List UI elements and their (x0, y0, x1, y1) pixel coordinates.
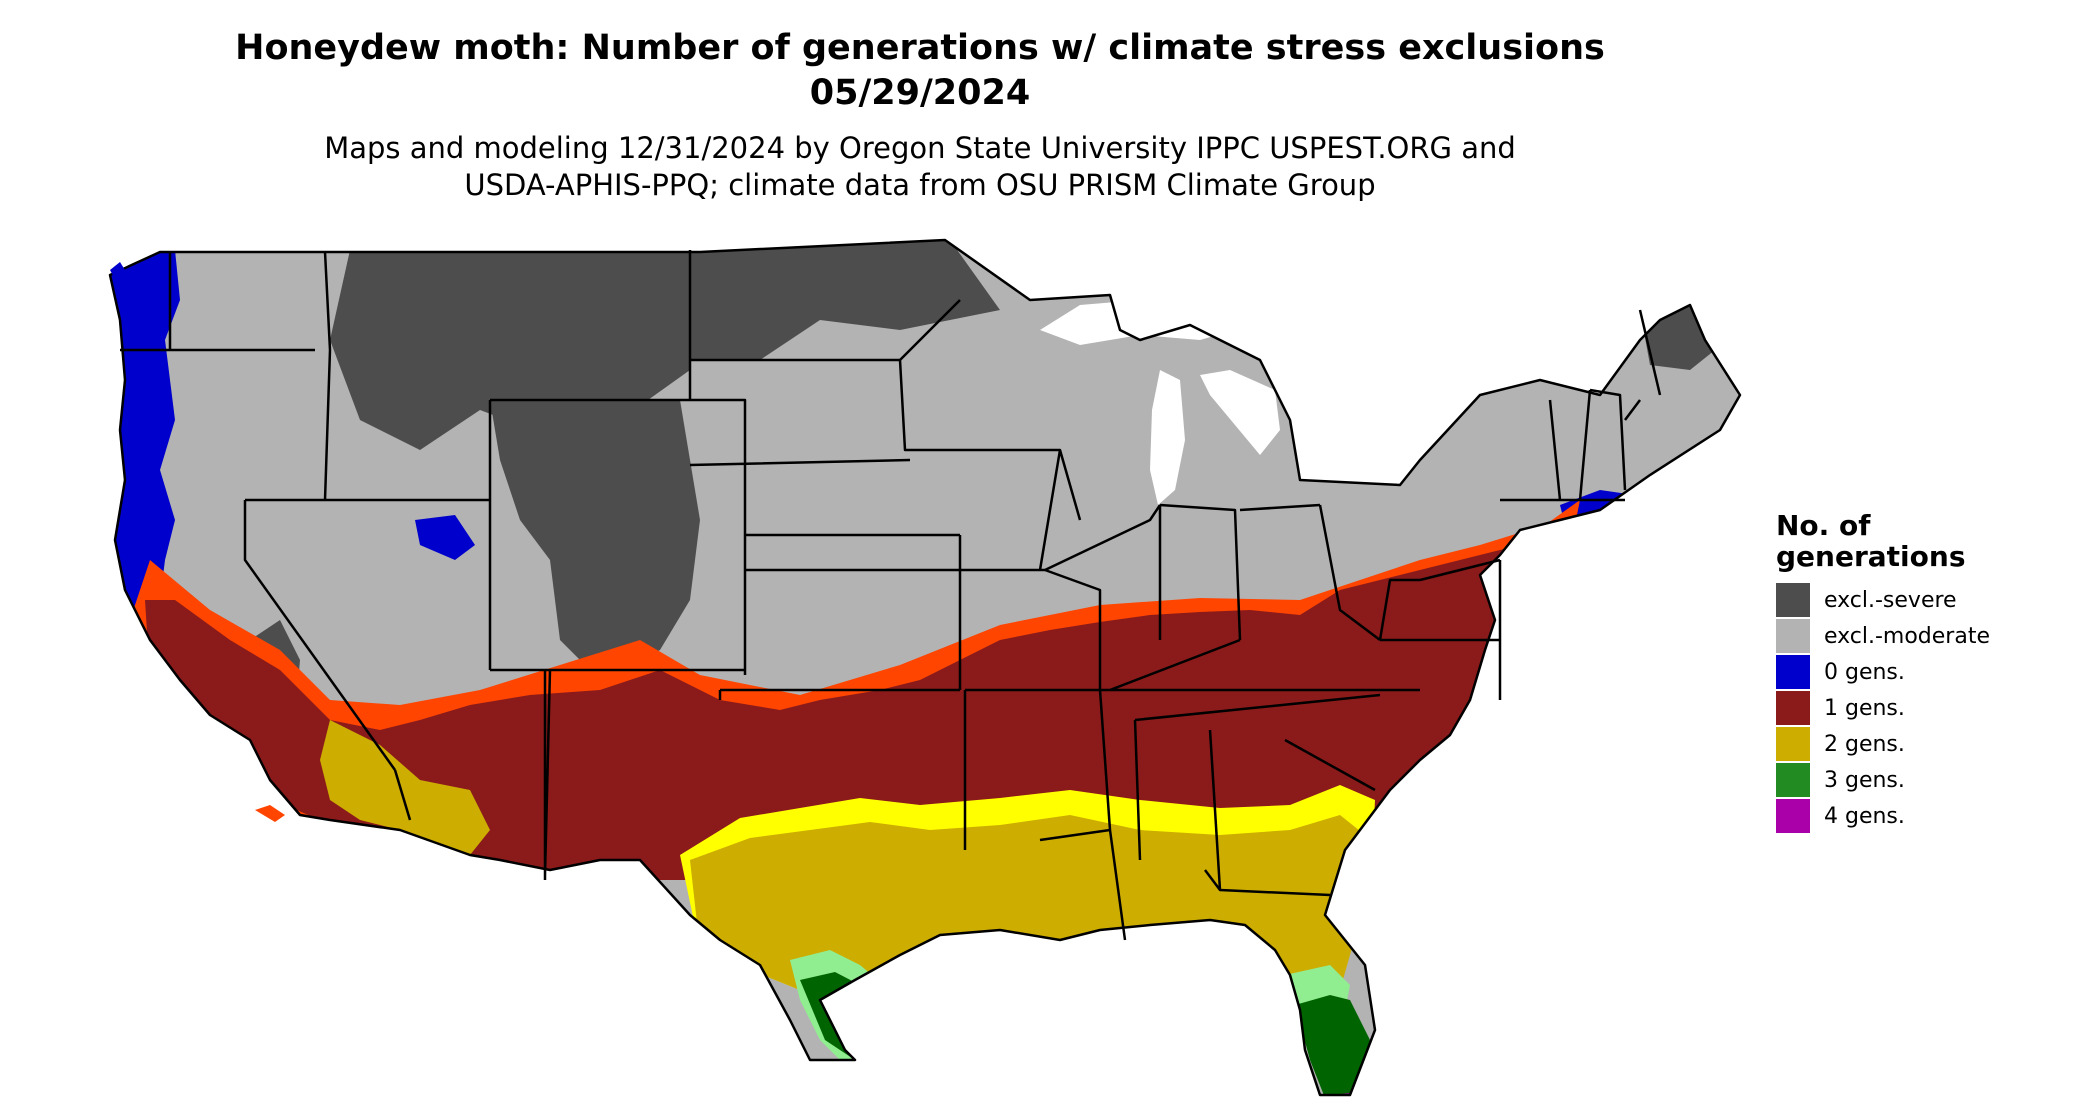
three-gen-south-florida (1295, 995, 1370, 1095)
legend-item-4-gens: 4 gens. (1776, 798, 2076, 834)
channel-islands (255, 805, 285, 822)
map-credit-line-2: USDA-APHIS-PPQ; climate data from OSU PR… (464, 168, 1376, 202)
severe-exclusion-rockies (490, 400, 700, 680)
puget-sound-islands (110, 262, 128, 285)
legend-swatch (1776, 763, 1810, 797)
legend-item-0-gens: 0 gens. (1776, 654, 2076, 690)
legend-label: 3 gens. (1824, 767, 1905, 793)
legend-item-2-gens: 2 gens. (1776, 726, 2076, 762)
legend-label: 2 gens. (1824, 731, 1905, 757)
map-title: Honeydew moth: Number of generations w/ … (235, 28, 1605, 68)
lake-michigan (1150, 370, 1185, 505)
legend-label: excl.-severe (1824, 587, 1957, 613)
two-gen-region (690, 815, 1365, 1010)
legend-swatch (1776, 619, 1810, 653)
legend-item-excl-severe: excl.-severe (1776, 582, 2076, 618)
legend-item-excl-moderate: excl.-moderate (1776, 618, 2076, 654)
legend-label: excl.-moderate (1824, 623, 1990, 649)
legend-title-line-1: No. of (1776, 509, 1871, 542)
legend-item-1-gens: 1 gens. (1776, 690, 2076, 726)
lake-huron (1200, 370, 1280, 455)
legend-swatch (1776, 583, 1810, 617)
zero-gens-great-salt-lake (415, 515, 475, 560)
lake-superior (1040, 300, 1235, 345)
one-gen-region (145, 525, 1560, 880)
legend: No. of generations excl.-severe excl.-mo… (1776, 510, 2076, 834)
legend-swatch (1776, 799, 1810, 833)
legend-items: excl.-severe excl.-moderate 0 gens. 1 ge… (1776, 582, 2076, 834)
legend-label: 4 gens. (1824, 803, 1905, 829)
legend-item-3-gens: 3 gens. (1776, 762, 2076, 798)
map-date: 05/29/2024 (809, 73, 1031, 113)
legend-title-line-2: generations (1776, 540, 1966, 573)
legend-swatch (1776, 727, 1810, 761)
gulf-islands (110, 262, 285, 822)
map-credit-line-1: Maps and modeling 12/31/2024 by Oregon S… (324, 131, 1516, 165)
legend-label: 1 gens. (1824, 695, 1905, 721)
legend-swatch (1776, 655, 1810, 689)
legend-swatch (1776, 691, 1810, 725)
two-gen-arizona (320, 720, 490, 860)
state-border-lines (120, 250, 1662, 941)
severe-exclusion-northern-plains (690, 240, 1000, 360)
legend-label: 0 gens. (1824, 659, 1905, 685)
great-lakes (1040, 300, 1280, 505)
state-borders (108, 238, 1742, 1097)
